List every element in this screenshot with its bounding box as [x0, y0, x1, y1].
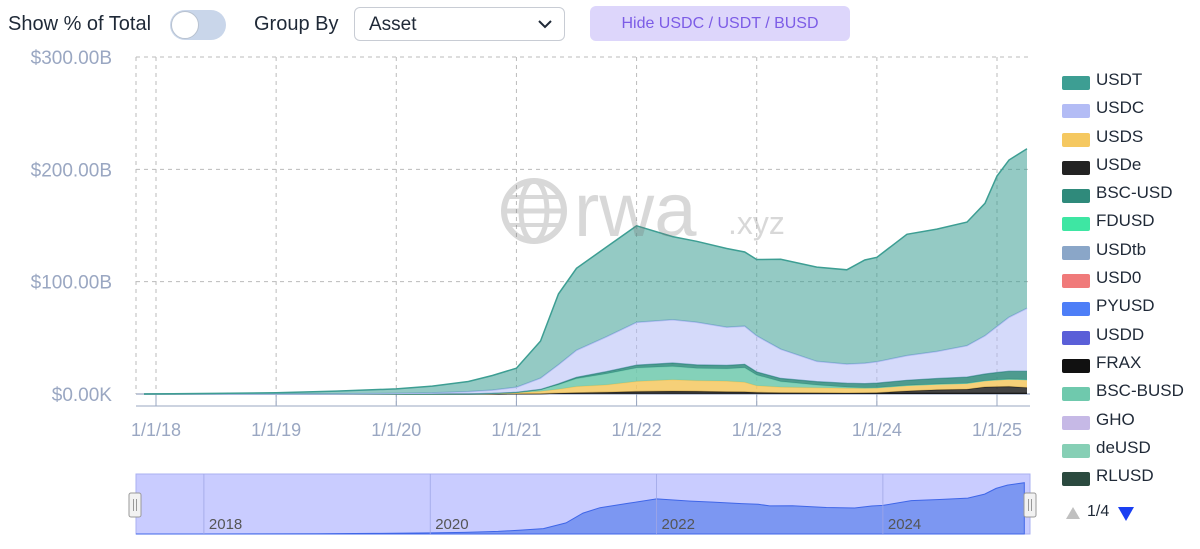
navigator-left-handle — [128, 492, 142, 518]
watermark-logo-text: rwa — [574, 168, 697, 253]
legend-swatch — [1062, 330, 1090, 345]
legend-swatch — [1062, 189, 1090, 204]
legend-item-usdc[interactable]: USDC — [1062, 96, 1200, 124]
line-usdt — [143, 148, 1028, 395]
x-tick-label: 1/1/24 — [852, 420, 902, 440]
triangle-up-icon[interactable] — [1065, 506, 1081, 520]
watermark: rwa .xyz — [501, 168, 785, 253]
x-tick-label: 1/1/18 — [131, 420, 181, 440]
navigator-series — [136, 482, 1025, 535]
navigator-right-handle — [1023, 492, 1037, 518]
legend-item-bsc-usd[interactable]: BSC-USD — [1062, 181, 1200, 209]
hide-stablecoins-button[interactable]: Hide USDC / USDT / BUSD — [590, 6, 850, 41]
legend-label: BSC-BUSD — [1096, 381, 1184, 401]
legend: USDT USDC USDS USDe BSC-USD FDUSD USDtb USD0 PYU… — [1062, 68, 1200, 492]
legend-item-usd0[interactable]: USD0 — [1062, 266, 1200, 294]
legend-label: FRAX — [1096, 352, 1142, 372]
group-by-value: Asset — [369, 14, 417, 35]
watermark-suffix: .xyz — [728, 205, 785, 241]
legend-swatch — [1062, 302, 1090, 317]
legend-label: RLUSD — [1096, 466, 1154, 486]
x-tick-label: 1/1/21 — [491, 420, 541, 440]
y-tick-label: $200.00B — [31, 160, 112, 181]
x-tick-label: 1/1/19 — [251, 420, 301, 440]
y-tick-label: $300.00B — [31, 48, 112, 69]
legend-swatch — [1062, 472, 1090, 487]
legend-label: USD0 — [1096, 268, 1142, 288]
toggle-knob — [171, 11, 199, 39]
legend-swatch — [1062, 415, 1090, 430]
legend-swatch — [1062, 132, 1090, 147]
x-tick-label: 1/1/20 — [371, 420, 421, 440]
area-usdc — [144, 308, 1027, 394]
legend-pager: 1/4 — [1065, 502, 1145, 526]
legend-swatch — [1062, 217, 1090, 232]
navigator-tick-label: 2020 — [435, 516, 468, 533]
range-navigator[interactable]: 2018 2020 2022 2024 — [128, 473, 1037, 535]
legend-swatch — [1062, 104, 1090, 119]
legend-item-gho[interactable]: GHO — [1062, 408, 1200, 436]
legend-swatch — [1062, 387, 1090, 402]
legend-label: deUSD — [1096, 437, 1151, 457]
legend-label: GHO — [1096, 409, 1135, 429]
group-by-select[interactable]: Asset — [354, 7, 565, 41]
legend-item-fdusd[interactable]: FDUSD — [1062, 209, 1200, 237]
legend-swatch — [1062, 245, 1090, 260]
area-series[interactable] — [143, 148, 1028, 395]
legend-swatch — [1062, 443, 1090, 458]
legend-item-usde[interactable]: USDe — [1062, 153, 1200, 181]
legend-label: USDS — [1096, 126, 1144, 146]
legend-item-usds[interactable]: USDS — [1062, 125, 1200, 153]
show-percent-toggle[interactable] — [170, 10, 226, 40]
legend-label: USDC — [1096, 98, 1145, 118]
chart-area: rwa .xyz $0.00K$100.00B$200.00B$300.00B … — [31, 48, 1037, 535]
legend-item-usdt[interactable]: USDT — [1062, 68, 1200, 96]
legend-page-text: 1/4 — [1087, 503, 1110, 520]
x-axis-tick-labels: 1/1/18 1/1/19 1/1/20 1/1/21 1/1/22 1/1/23 1/1/… — [131, 420, 1022, 440]
legend-label: BSC-USD — [1096, 183, 1173, 203]
legend-item-deusd[interactable]: deUSD — [1062, 436, 1200, 464]
legend-label: PYUSD — [1096, 296, 1155, 316]
legend-item-rlusd[interactable]: RLUSD — [1062, 464, 1200, 492]
y-tick-label: $100.00B — [31, 273, 112, 294]
legend-label: FDUSD — [1096, 211, 1155, 231]
legend-label: USDe — [1096, 154, 1142, 174]
legend-item-pyusd[interactable]: PYUSD — [1062, 294, 1200, 322]
navigator-tick-label: 2022 — [662, 516, 695, 533]
triangle-down-icon[interactable] — [1117, 506, 1135, 522]
legend-item-usdd[interactable]: USDD — [1062, 323, 1200, 351]
area-usdt — [144, 148, 1027, 394]
legend-label: USDtb — [1096, 239, 1147, 259]
legend-swatch — [1062, 274, 1090, 289]
area-bsc-busd — [144, 366, 1027, 394]
chevron-down-icon — [538, 20, 552, 29]
legend-item-frax[interactable]: FRAX — [1062, 351, 1200, 379]
y-tick-label: $0.00K — [52, 385, 113, 406]
legend-label: USDD — [1096, 324, 1145, 344]
show-percent-label: Show % of Total — [8, 13, 152, 35]
globe-icon — [501, 178, 567, 244]
legend-label: USDT — [1096, 70, 1143, 89]
legend-item-bsc-busd[interactable]: BSC-BUSD — [1062, 379, 1200, 407]
y-axis-tick-labels: $0.00K $100.00B $200.00B $300.00B — [31, 48, 113, 406]
navigator-tick-label: 2024 — [888, 516, 921, 533]
x-tick-label: 1/1/25 — [972, 420, 1022, 440]
legend-swatch — [1062, 76, 1090, 90]
toolbar: Show % of Total Group By Asset Hide USDC… — [0, 0, 1200, 48]
x-tick-label: 1/1/23 — [732, 420, 782, 440]
group-by-label: Group By — [254, 13, 339, 35]
x-tick-label: 1/1/22 — [612, 420, 662, 440]
legend-swatch — [1062, 160, 1090, 175]
legend-swatch — [1062, 358, 1090, 373]
legend-item-usdtb[interactable]: USDtb — [1062, 238, 1200, 266]
navigator-tick-label: 2018 — [209, 516, 242, 533]
